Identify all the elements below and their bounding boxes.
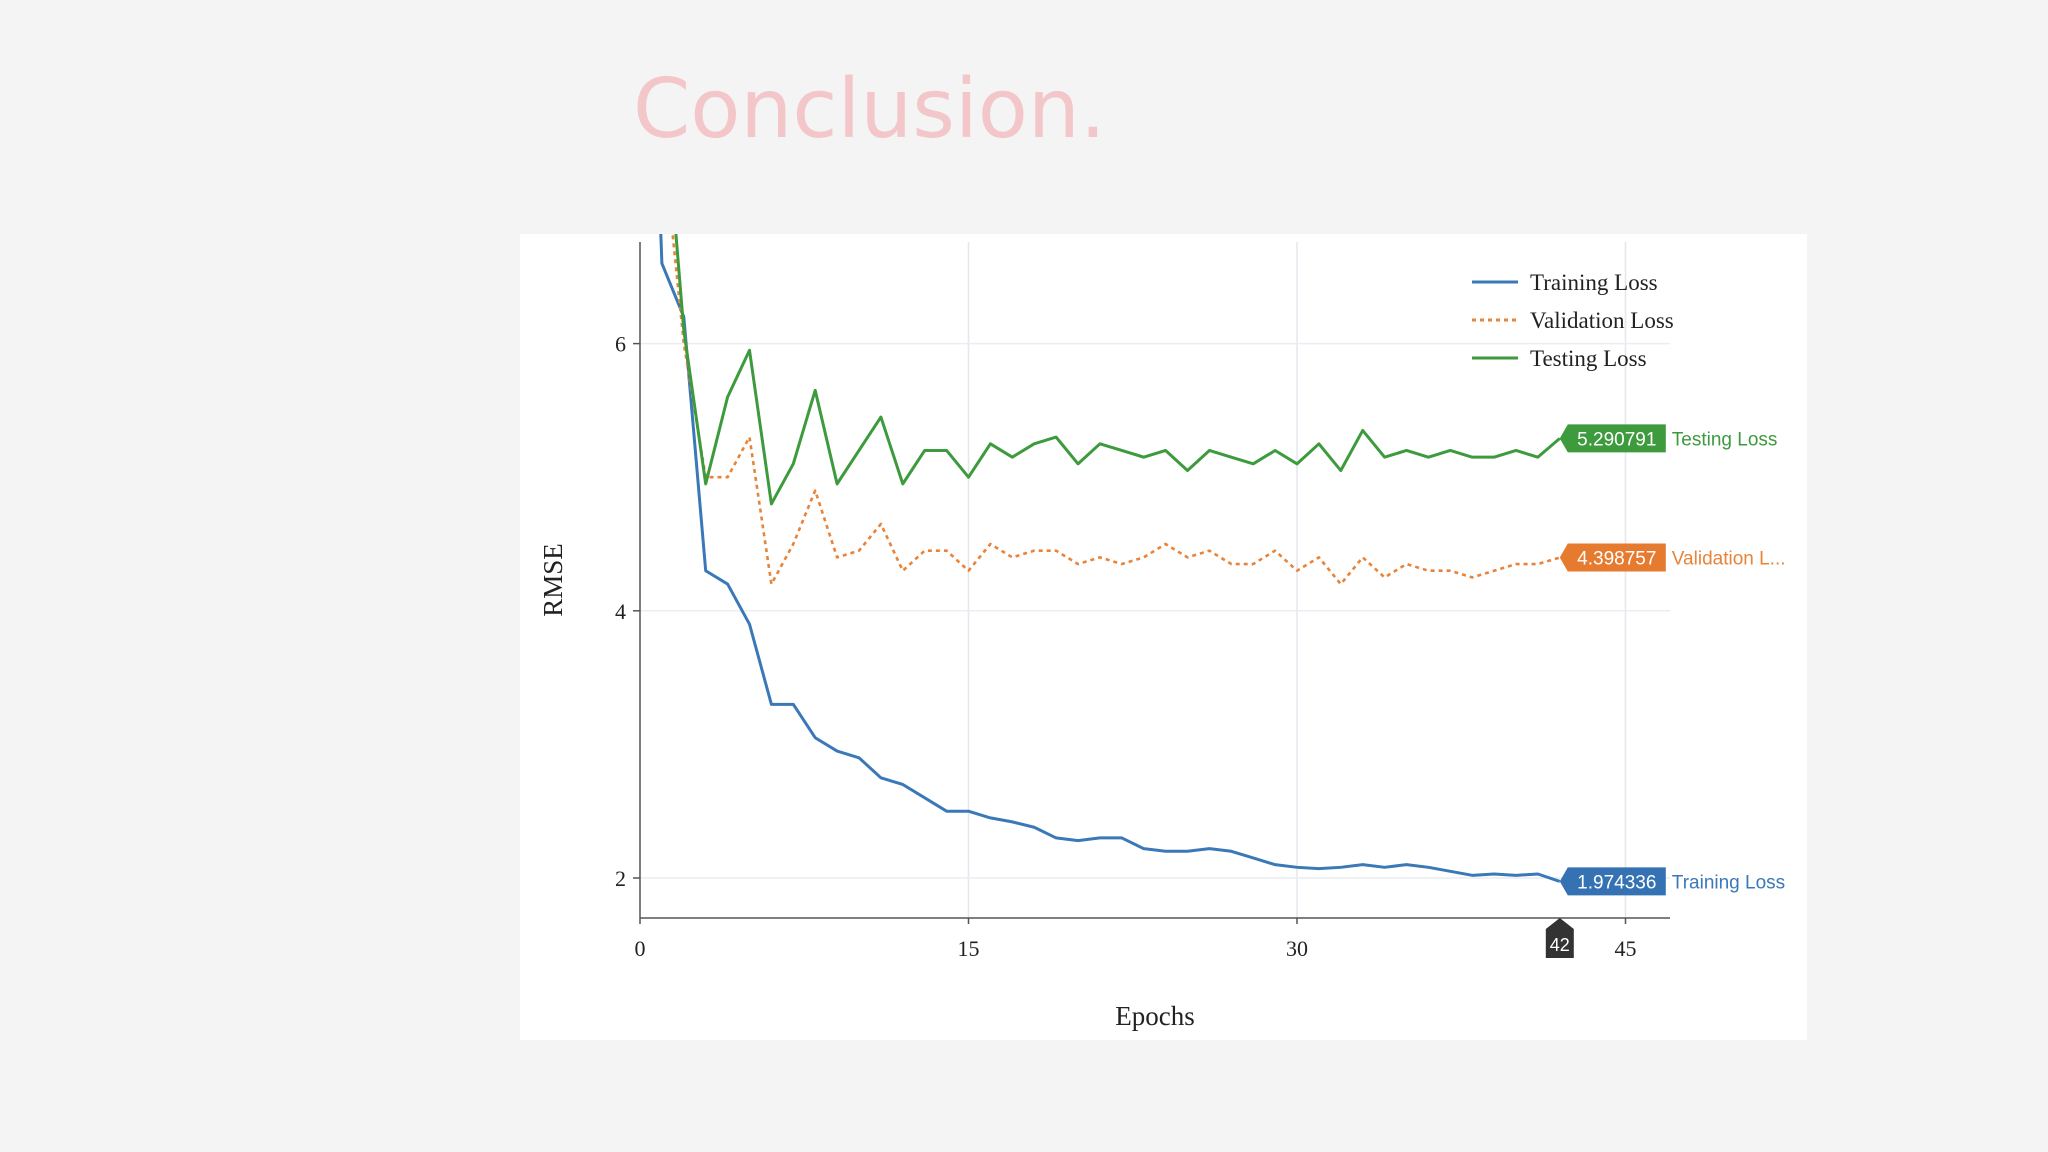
legend: Training Loss Validation Loss Testing Loss <box>1472 270 1674 371</box>
y-axis-title: RMSE <box>538 543 568 617</box>
end-series-name-testing-loss: Testing Loss <box>1672 429 1778 450</box>
legend-label-validation-loss: Validation Loss <box>1530 308 1674 333</box>
chart-panel: 2468100153045EpochsRMSE 1.974336Training… <box>520 234 1807 1040</box>
axes: 2468100153045EpochsRMSE <box>538 242 1670 1031</box>
series-line-validation-loss <box>671 234 1561 586</box>
y-tick-label: 2 <box>615 866 626 891</box>
end-labels: 1.974336 Training Loss 4.398757 Validation … <box>1545 424 1786 958</box>
end-value-label-validation-loss: 4.398757 <box>1577 549 1656 570</box>
end-value-tag-validation-loss <box>1559 543 1666 572</box>
hover-epoch-marker <box>1545 918 1574 958</box>
end-value-tag-testing-loss <box>1559 424 1666 453</box>
x-tick-label: 15 <box>958 936 980 961</box>
series-line-testing-loss <box>674 234 1561 506</box>
end-series-name-validation-loss: Validation L... <box>1672 549 1786 570</box>
series-lines <box>659 234 1561 883</box>
loss-chart: 2468100153045EpochsRMSE 1.974336Training… <box>538 234 1786 1031</box>
x-tick-label: 45 <box>1615 936 1637 961</box>
slide-title: Conclusion. <box>633 62 1106 157</box>
y-tick-label: 6 <box>615 332 626 357</box>
y-tick-label: 4 <box>615 599 626 624</box>
hover-epoch-label: 42 <box>1550 935 1570 955</box>
end-series-name-training-loss: Training Loss <box>1672 872 1785 893</box>
end-value-label-testing-loss: 5.290791 <box>1577 429 1656 450</box>
legend-label-testing-loss: Testing Loss <box>1530 346 1647 371</box>
legend-label-training-loss: Training Loss <box>1530 270 1658 295</box>
x-tick-label: 30 <box>1286 936 1308 961</box>
end-value-label-training-loss: 1.974336 <box>1577 872 1656 893</box>
x-axis-title: Epochs <box>1115 1001 1194 1031</box>
end-value-tag-training-loss <box>1559 867 1666 896</box>
x-tick-label: 0 <box>635 936 646 961</box>
grid-lines <box>640 242 1670 918</box>
series-line-training-loss <box>659 234 1561 883</box>
